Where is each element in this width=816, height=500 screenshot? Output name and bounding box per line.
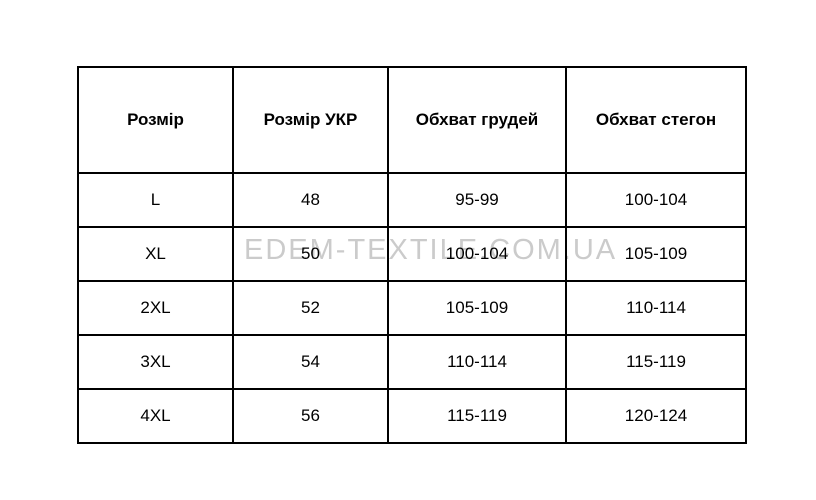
cell-size-ukr: 54 (232, 334, 389, 390)
cell-chest: 100-104 (387, 226, 567, 282)
cell-chest: 110-114 (387, 334, 567, 390)
cell-hips: 120-124 (565, 388, 747, 444)
cell-chest: 95-99 (387, 172, 567, 228)
cell-size: 3XL (77, 334, 234, 390)
cell-size: XL (77, 226, 234, 282)
column-header-hips: Обхват стегон (565, 66, 747, 174)
cell-size-ukr: 52 (232, 280, 389, 336)
cell-size: 4XL (77, 388, 234, 444)
cell-hips: 110-114 (565, 280, 747, 336)
cell-size-ukr: 56 (232, 388, 389, 444)
table-row: XL 50 100-104 105-109 (77, 226, 747, 282)
table-row: 2XL 52 105-109 110-114 (77, 280, 747, 336)
table-row: 4XL 56 115-119 120-124 (77, 388, 747, 444)
table-row: L 48 95-99 100-104 (77, 172, 747, 228)
cell-size-ukr: 48 (232, 172, 389, 228)
cell-size: L (77, 172, 234, 228)
cell-size-ukr: 50 (232, 226, 389, 282)
cell-chest: 105-109 (387, 280, 567, 336)
column-header-size: Розмір (77, 66, 234, 174)
cell-hips: 115-119 (565, 334, 747, 390)
cell-chest: 115-119 (387, 388, 567, 444)
size-table: Розмір Розмір УКР Обхват грудей Обхват с… (77, 66, 747, 444)
column-header-chest: Обхват грудей (387, 66, 567, 174)
table-row: 3XL 54 110-114 115-119 (77, 334, 747, 390)
cell-hips: 105-109 (565, 226, 747, 282)
column-header-size-ukr: Розмір УКР (232, 66, 389, 174)
cell-hips: 100-104 (565, 172, 747, 228)
table-header-row: Розмір Розмір УКР Обхват грудей Обхват с… (77, 66, 747, 174)
cell-size: 2XL (77, 280, 234, 336)
